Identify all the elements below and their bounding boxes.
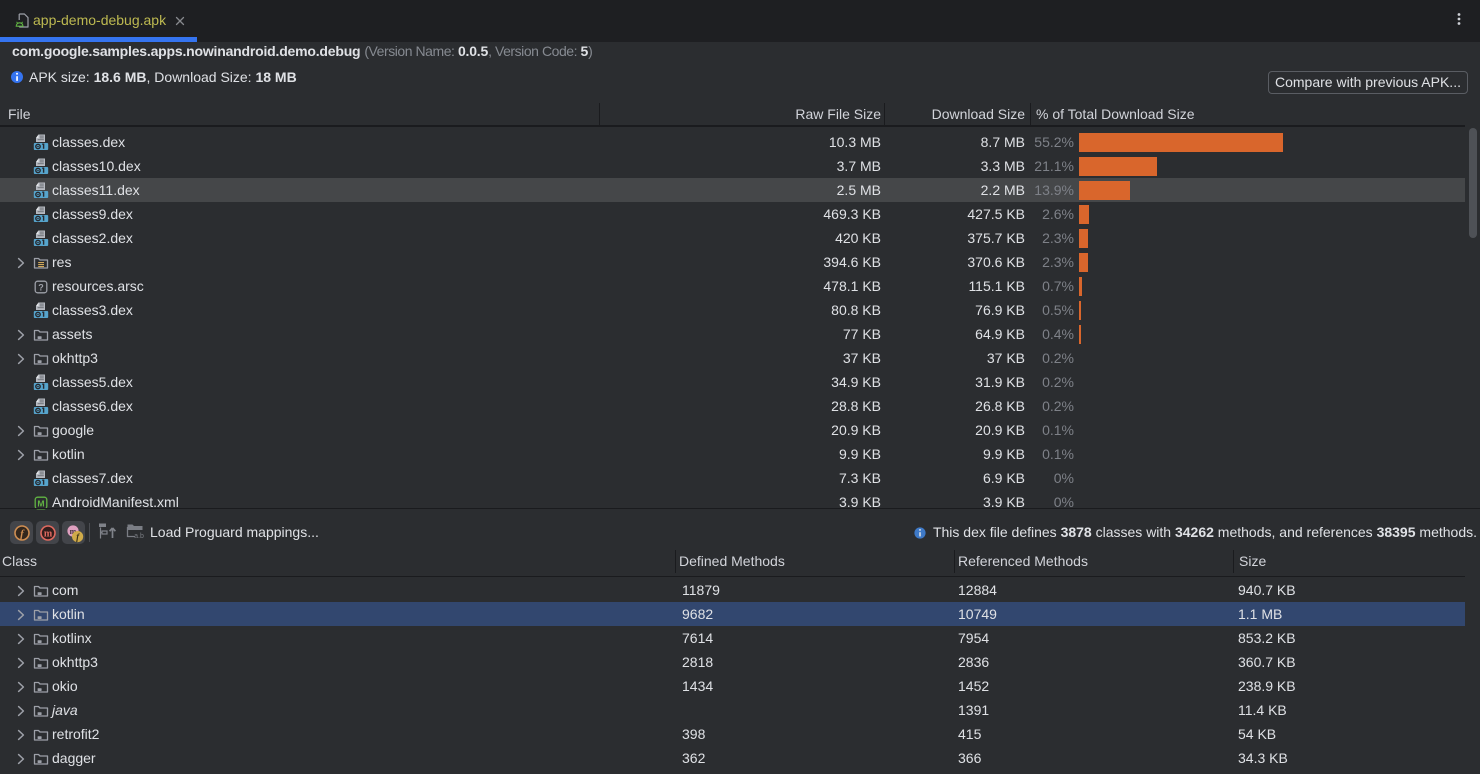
svg-text:f: f [20,528,25,540]
svg-text:?: ? [38,282,44,292]
svg-text:f: f [76,532,80,542]
svg-text:a.b: a.b [134,533,144,539]
svg-text:M: M [37,498,44,508]
svg-text:m: m [69,527,76,536]
svg-text:m: m [43,528,52,539]
